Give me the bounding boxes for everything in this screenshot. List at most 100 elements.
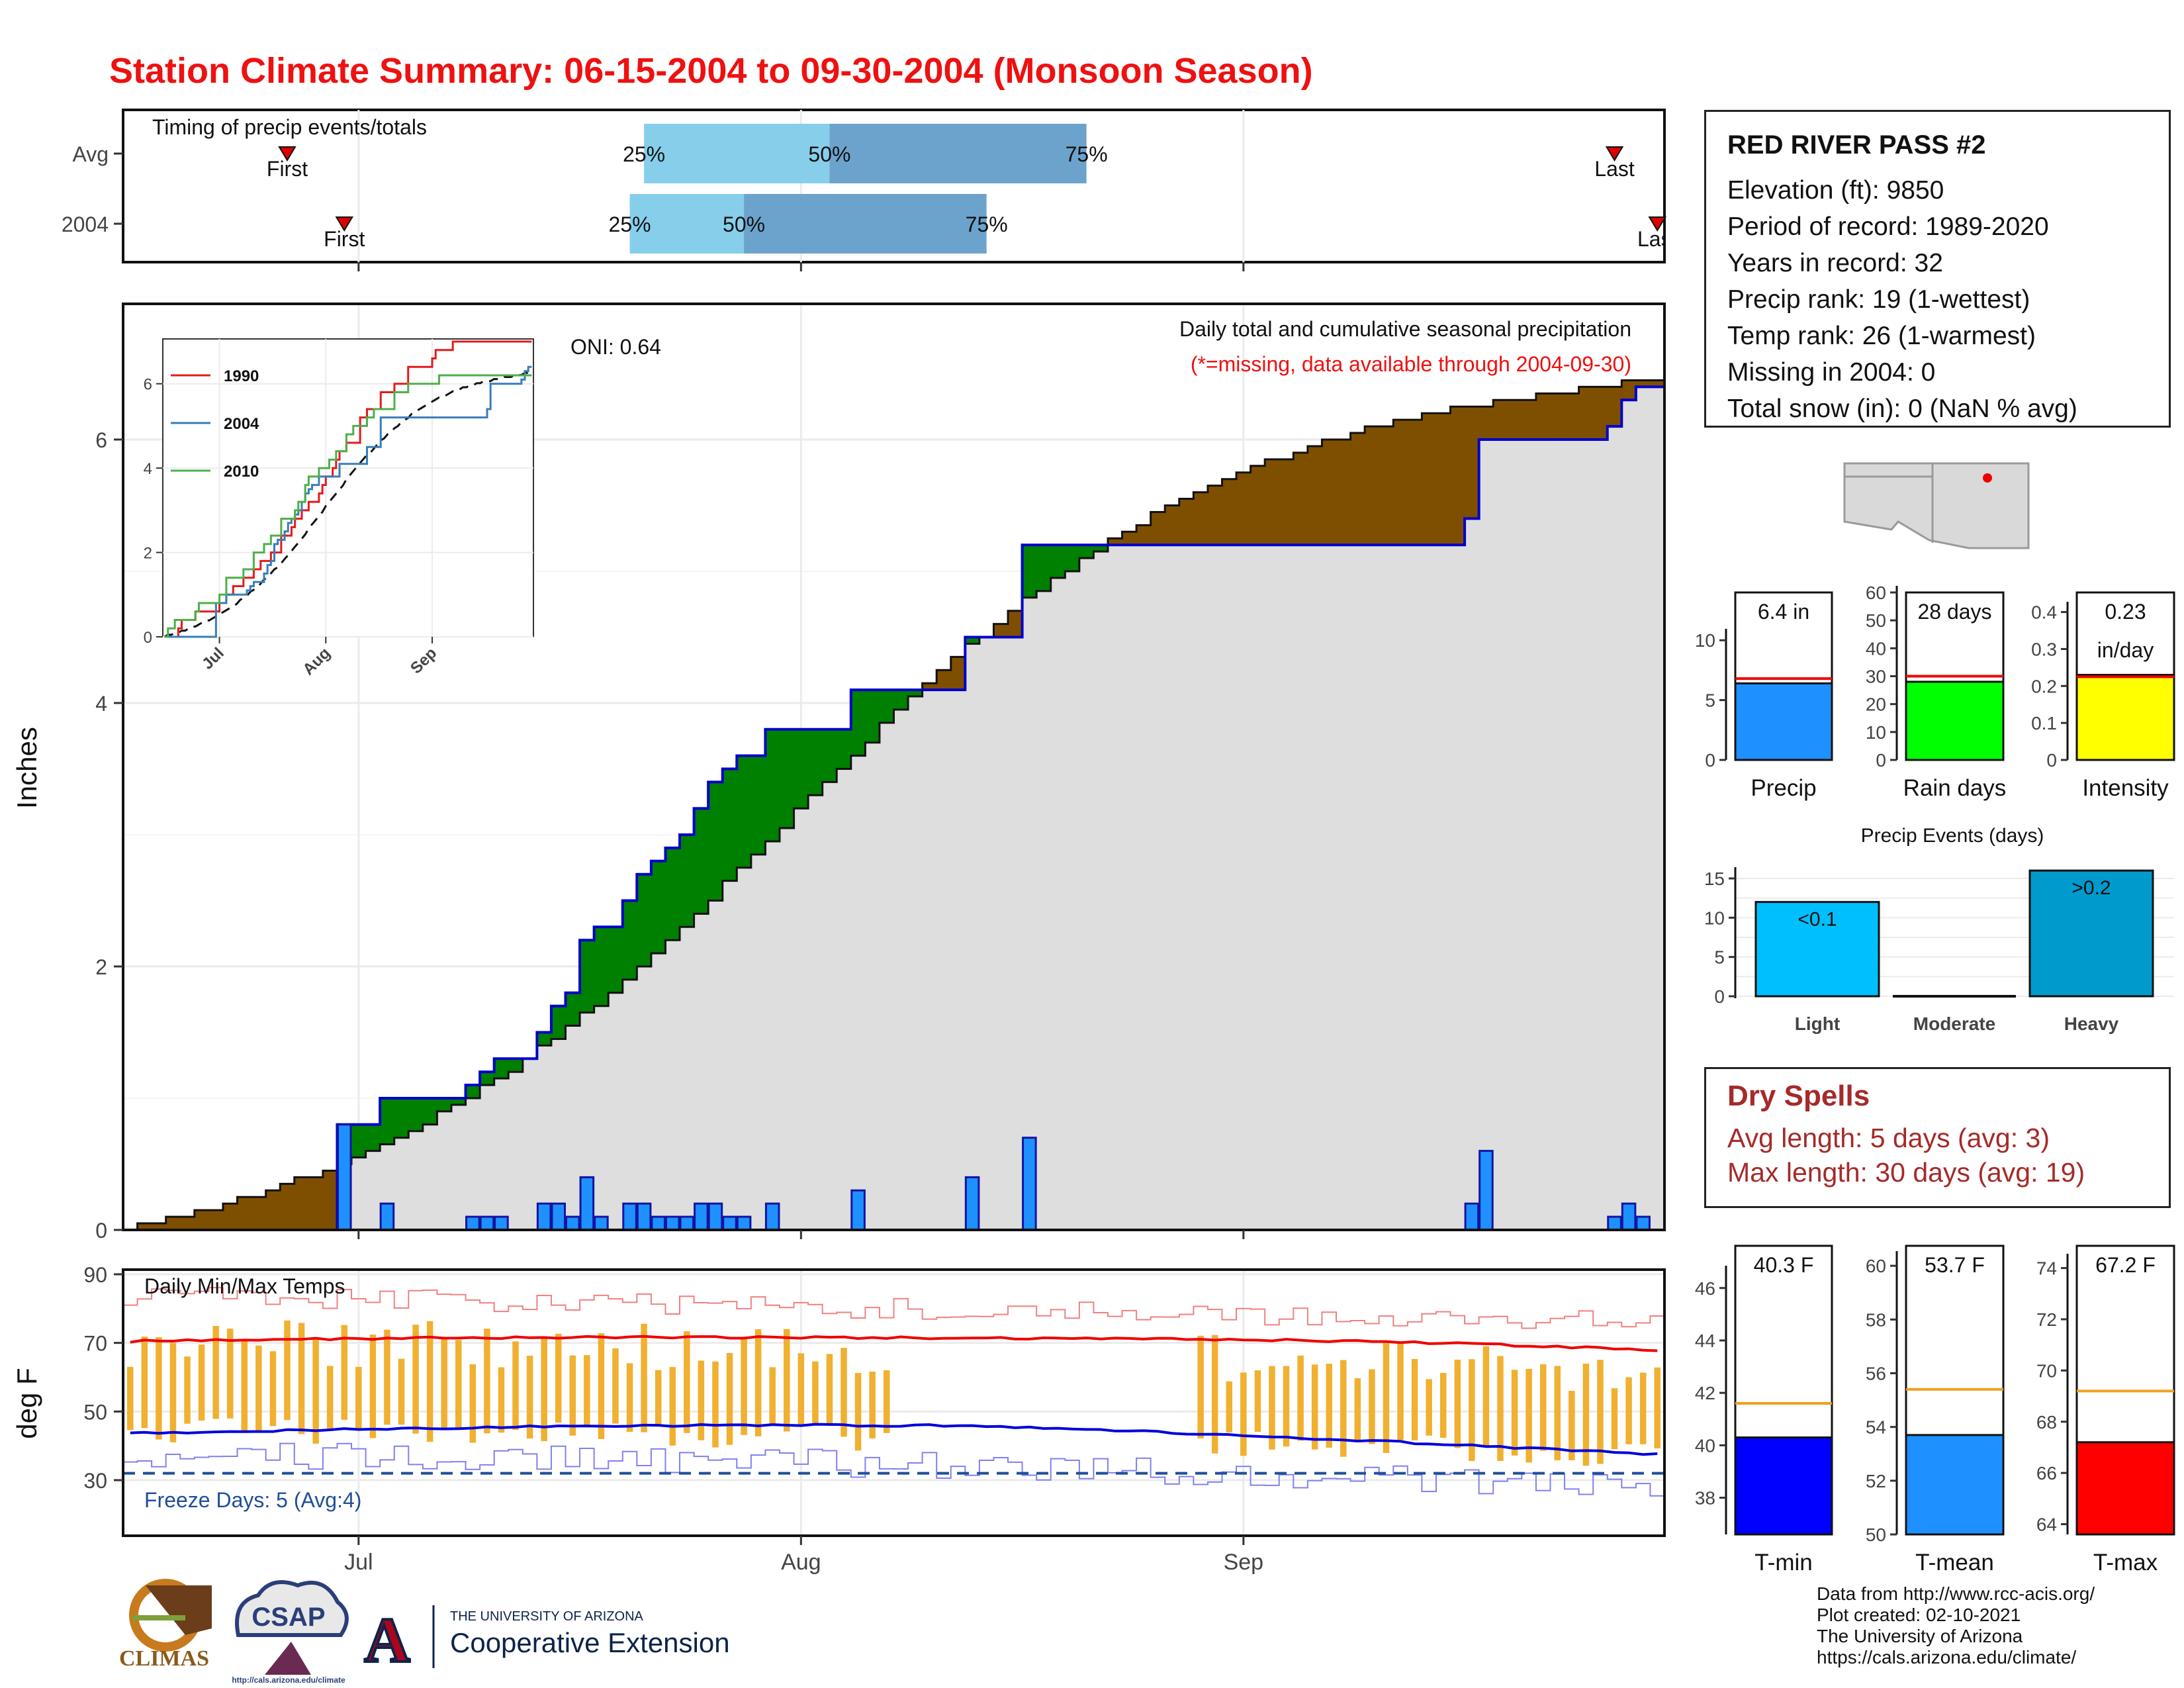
season-raindays-category-label: Rain days <box>1903 775 2007 801</box>
precip-below-average-fill <box>265 1190 281 1230</box>
temp-daily-range-bar <box>156 1337 162 1440</box>
station-years: Years in record: 32 <box>1727 249 1943 277</box>
season-tmean-ytick-label: 56 <box>1866 1364 1886 1384</box>
precip-above-average-fill <box>808 729 823 796</box>
season-tmax-ytick-label: 64 <box>2036 1515 2057 1535</box>
precip-above-average-fill <box>637 874 652 966</box>
precip-daily-bar <box>664 1215 680 1231</box>
season-raindays-ytick-label: 40 <box>1866 638 1886 659</box>
temp-daily-range-bar <box>469 1364 477 1443</box>
precip-below-average-fill <box>1535 393 1551 440</box>
season-tmax-ytick-label: 72 <box>2036 1309 2057 1330</box>
temp-daily-range-bar <box>1297 1355 1304 1441</box>
precip-above-average-fill <box>1093 545 1109 552</box>
season-tmin-category-label: T-min <box>1754 1550 1813 1575</box>
precip-ytick-label: 0 <box>95 1219 107 1243</box>
temp-daily-range-bar <box>355 1366 362 1430</box>
precip-above-average-fill <box>580 940 595 1013</box>
precip-below-average-fill <box>1393 420 1408 545</box>
temp-daily-range-bar <box>1539 1364 1547 1451</box>
station-precip-rank: Precip rank: 19 (1-wettest) <box>1727 285 2030 314</box>
temp-daily-range-bar <box>426 1321 433 1442</box>
precip-below-average-fill <box>251 1197 267 1230</box>
temp-record-min-line <box>122 1442 1664 1497</box>
timing-p50-label: 50% <box>808 142 850 166</box>
temp-daily-range-bar <box>1383 1342 1390 1453</box>
temp-daily-range-bar <box>1254 1370 1261 1432</box>
season-raindays-ytick-label: 50 <box>1866 610 1886 631</box>
season-intensity-ytick-label: 0.4 <box>2031 602 2057 623</box>
timing-first-marker <box>335 216 354 232</box>
precip-above-average-fill <box>608 927 623 993</box>
temp-daily-range-bar <box>726 1353 733 1445</box>
precip-below-average-fill <box>1350 433 1365 545</box>
timing-p75-label: 75% <box>966 212 1008 236</box>
season-tmin-ytick-label: 44 <box>1695 1331 1715 1351</box>
season-tmin-ytick-label: 40 <box>1695 1435 1715 1456</box>
precip-above-average-fill <box>465 1085 480 1098</box>
temp-daily-range-bar <box>1525 1368 1532 1463</box>
season-raindays-ytick-label: 30 <box>1866 667 1886 687</box>
precip-below-average-fill <box>294 1177 309 1230</box>
temp-daily-range-bar <box>241 1339 248 1431</box>
inset-ytick-label: 6 <box>144 376 152 394</box>
precip-below-average-fill <box>1165 505 1180 545</box>
precip-above-average-fill <box>765 729 780 841</box>
temp-daily-range-bar <box>1226 1381 1233 1433</box>
dry-spells-avg: Avg length: 5 days (avg: 3) <box>1727 1123 2050 1153</box>
precip-ytick-label: 4 <box>95 692 107 716</box>
timing-last-marker <box>1648 216 1666 232</box>
ua-logo-mark: A <box>364 1605 410 1675</box>
events-bar-label: >0.2 <box>2071 877 2111 899</box>
precip-below-average-fill <box>1193 492 1208 545</box>
season-tmin-value-bar <box>1734 1436 1833 1536</box>
temp-daily-range-bar <box>1639 1372 1647 1444</box>
temp-daily-range-bar <box>655 1370 662 1427</box>
precip-above-average-fill <box>365 1124 381 1151</box>
precip-daily-bar <box>494 1215 509 1231</box>
inset-legend-label: 1990 <box>224 367 259 385</box>
precip-below-average-fill <box>222 1203 238 1230</box>
temp-daily-range-bar <box>398 1358 405 1425</box>
temp-title: Daily Min/Max Temps <box>144 1274 345 1298</box>
csap-mountain <box>265 1642 311 1675</box>
temp-daily-range-bar <box>883 1370 890 1433</box>
events-bar <box>1754 901 1880 998</box>
precip-below-average-fill <box>1236 472 1251 545</box>
precip-below-average-fill <box>993 624 1009 637</box>
precip-above-average-fill <box>622 900 637 980</box>
temp-daily-range-bar <box>169 1342 177 1442</box>
season-precip-ytick-label: 5 <box>1705 690 1715 711</box>
inset-ytick-label: 4 <box>144 460 152 478</box>
precip-above-average-fill <box>480 1072 495 1086</box>
precip-below-average-fill <box>237 1197 252 1230</box>
timing-last-marker <box>1605 146 1624 162</box>
station-missing: Missing in 2004: 0 <box>1727 358 1936 387</box>
season-precip-value-label: 6.4 in <box>1758 600 1809 624</box>
events-bar <box>2028 869 2154 998</box>
temp-daily-range-bar <box>298 1323 305 1434</box>
season-raindays-ytick-label: 60 <box>1866 583 1886 603</box>
csap-url: http://cals.arizona.edu/climate <box>232 1675 345 1685</box>
precip-below-average-fill <box>152 1223 167 1230</box>
temp-daily-range-bar <box>1454 1359 1461 1448</box>
temp-record-max-line <box>122 1287 1664 1329</box>
season-intensity-value-label: 0.23 <box>2105 600 2146 624</box>
timing-p25-label: 25% <box>609 212 651 236</box>
station-info-box: RED RIVER PASS #2 Elevation (ft): 9850 P… <box>1704 110 2171 428</box>
precip-below-average-fill <box>1493 400 1508 440</box>
precip-below-average-fill <box>1222 479 1237 545</box>
temp-daily-range-bar <box>841 1348 847 1437</box>
precip-below-average-fill <box>1550 393 1565 440</box>
precip-above-average-fill <box>351 1124 367 1158</box>
university-of-arizona-logo: A THE UNIVERSITY OF ARIZONA Cooperative Ex… <box>363 1603 729 1677</box>
climas-logo-text: CLIMAS <box>119 1646 209 1671</box>
precip-below-average-fill <box>1150 512 1165 545</box>
csap-logo-text: CSAP <box>251 1603 325 1632</box>
timing-row-label: 2004 <box>62 212 109 236</box>
footer-created: Plot created: 02-10-2021 <box>1817 1605 2021 1625</box>
timing-title: Timing of precip events/totals <box>152 115 427 139</box>
temp-daily-range-bar <box>412 1325 419 1434</box>
season-raindays-ytick-label: 0 <box>1876 750 1886 771</box>
